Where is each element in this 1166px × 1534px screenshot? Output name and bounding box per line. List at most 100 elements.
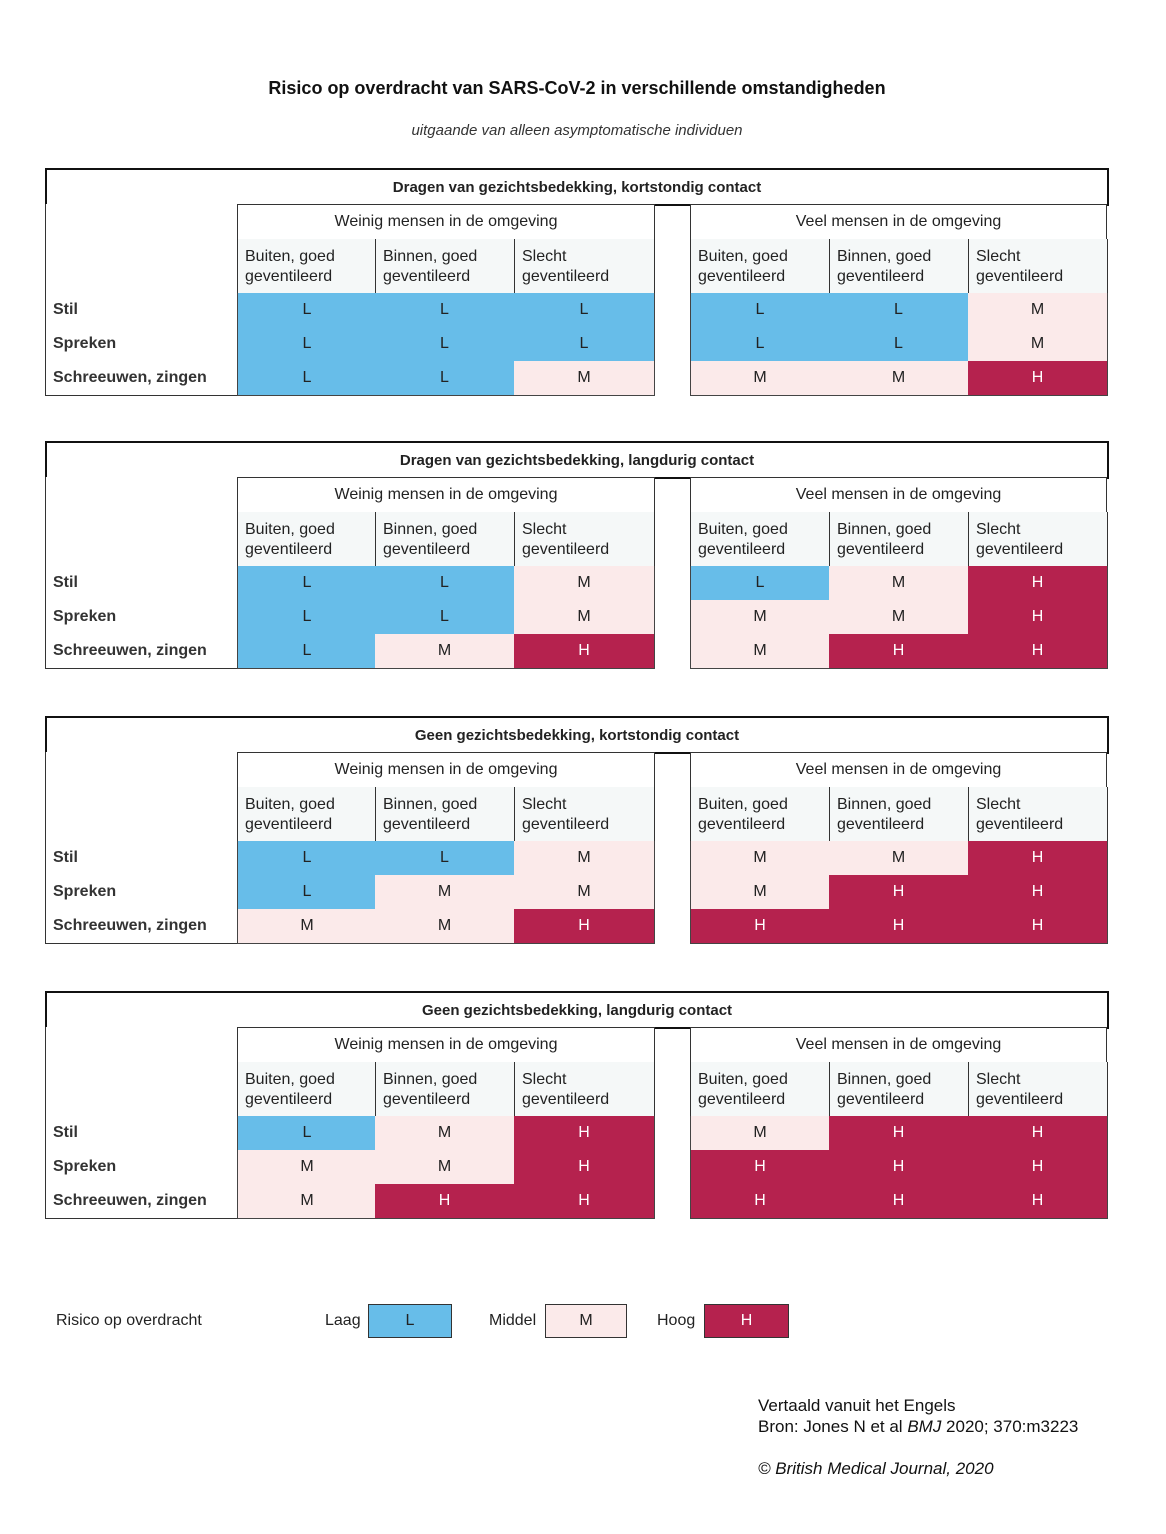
- risk-cell: L: [829, 327, 969, 362]
- risk-cell: L: [237, 361, 377, 396]
- source-translated: Vertaald vanuit het Engels: [758, 1396, 956, 1415]
- risk-cell: H: [829, 634, 969, 669]
- risk-cell: H: [690, 1184, 830, 1219]
- group-header: Veel mensen in de omgeving: [690, 477, 1107, 513]
- column-header: Binnen, goed geventileerd: [829, 787, 969, 842]
- column-header: Slecht geventileerd: [968, 1062, 1108, 1117]
- column-header: Buiten, goed geventileerd: [237, 1062, 377, 1117]
- table-title: Geen gezichtsbedekking, langdurig contac…: [45, 991, 1109, 1029]
- column-header: Binnen, goed geventileerd: [375, 1062, 515, 1117]
- group-header: Weinig mensen in de omgeving: [237, 1027, 655, 1063]
- legend-box-low: L: [368, 1304, 452, 1338]
- group-header: Veel mensen in de omgeving: [690, 1027, 1107, 1063]
- risk-cell: H: [968, 875, 1108, 910]
- risk-cell: L: [237, 566, 377, 601]
- risk-cell: L: [690, 327, 830, 362]
- risk-cell: M: [237, 1150, 377, 1185]
- risk-cell: H: [514, 1184, 655, 1219]
- row-header: Spreken: [45, 875, 238, 910]
- risk-cell: L: [514, 327, 655, 362]
- risk-cell: H: [514, 1150, 655, 1185]
- row-header: Stil: [45, 1116, 238, 1151]
- column-header: Binnen, goed geventileerd: [829, 1062, 969, 1117]
- risk-cell: M: [690, 1116, 830, 1151]
- risk-cell: M: [375, 909, 515, 944]
- legend-name-low: Laag: [325, 1312, 361, 1329]
- risk-cell: L: [237, 327, 377, 362]
- risk-cell: M: [829, 841, 969, 876]
- risk-cell: M: [690, 361, 830, 396]
- risk-cell: L: [237, 293, 377, 328]
- column-header: Buiten, goed geventileerd: [237, 787, 377, 842]
- risk-cell: H: [829, 875, 969, 910]
- source-citation: Bron: Jones N et al BMJ 2020; 370:m3223: [758, 1417, 1078, 1437]
- group-header: Weinig mensen in de omgeving: [237, 477, 655, 513]
- table-title: Geen gezichtsbedekking, kortstondig cont…: [45, 716, 1109, 754]
- risk-cell: H: [690, 1150, 830, 1185]
- risk-table: Dragen van gezichtsbedekking, kortstondi…: [45, 168, 1109, 398]
- risk-cell: L: [237, 600, 377, 635]
- column-header: Slecht geventileerd: [514, 787, 655, 842]
- row-header: Schreeuwen, zingen: [45, 1184, 238, 1219]
- risk-cell: M: [690, 600, 830, 635]
- group-header: Veel mensen in de omgeving: [690, 752, 1107, 788]
- risk-cell: H: [968, 1184, 1108, 1219]
- column-header: Buiten, goed geventileerd: [237, 512, 377, 567]
- risk-cell: M: [375, 1150, 515, 1185]
- risk-cell: L: [375, 841, 515, 876]
- risk-cell: M: [690, 634, 830, 669]
- risk-cell: L: [237, 1116, 377, 1151]
- legend-label: Risico op overdracht: [56, 1312, 202, 1329]
- risk-cell: M: [968, 293, 1108, 328]
- column-header: Buiten, goed geventileerd: [237, 239, 377, 294]
- risk-cell: H: [514, 1116, 655, 1151]
- risk-cell: M: [829, 361, 969, 396]
- risk-cell: H: [968, 841, 1108, 876]
- risk-cell: M: [237, 909, 377, 944]
- row-header: Stil: [45, 566, 238, 601]
- risk-cell: M: [514, 600, 655, 635]
- row-header: Stil: [45, 293, 238, 328]
- column-header: Slecht geventileerd: [968, 787, 1108, 842]
- risk-cell: L: [375, 293, 515, 328]
- row-header: Schreeuwen, zingen: [45, 909, 238, 944]
- risk-cell: L: [690, 566, 830, 601]
- risk-cell: L: [237, 875, 377, 910]
- table-title: Dragen van gezichtsbedekking, langdurig …: [45, 441, 1109, 479]
- column-header: Slecht geventileerd: [514, 512, 655, 567]
- risk-cell: H: [829, 1184, 969, 1219]
- row-header: Schreeuwen, zingen: [45, 634, 238, 669]
- risk-cell: M: [237, 1184, 377, 1219]
- risk-cell: M: [829, 566, 969, 601]
- table-corner: [45, 204, 238, 295]
- risk-cell: M: [375, 875, 515, 910]
- page-subtitle: uitgaande van alleen asymptomatische ind…: [411, 122, 743, 139]
- column-header: Binnen, goed geventileerd: [375, 787, 515, 842]
- risk-cell: M: [514, 875, 655, 910]
- column-header: Slecht geventileerd: [514, 1062, 655, 1117]
- risk-cell: H: [968, 1116, 1108, 1151]
- column-header: Buiten, goed geventileerd: [690, 787, 830, 842]
- risk-cell: H: [829, 1116, 969, 1151]
- table-corner: [45, 752, 238, 843]
- column-header: Slecht geventileerd: [968, 512, 1108, 567]
- legend: Risico op overdracht Laag L Middel M Hoo…: [0, 1304, 1166, 1338]
- column-header: Buiten, goed geventileerd: [690, 512, 830, 567]
- table-corner: [45, 1027, 238, 1118]
- risk-cell: L: [514, 293, 655, 328]
- group-header: Weinig mensen in de omgeving: [237, 204, 655, 240]
- column-header: Binnen, goed geventileerd: [375, 512, 515, 567]
- risk-cell: L: [690, 293, 830, 328]
- risk-cell: H: [968, 1150, 1108, 1185]
- risk-cell: H: [968, 600, 1108, 635]
- risk-cell: M: [514, 841, 655, 876]
- group-header: Veel mensen in de omgeving: [690, 204, 1107, 240]
- risk-cell: M: [690, 875, 830, 910]
- page-title: Risico op overdracht van SARS-CoV-2 in v…: [268, 78, 886, 98]
- risk-cell: L: [375, 361, 515, 396]
- column-header: Buiten, goed geventileerd: [690, 1062, 830, 1117]
- risk-table: Dragen van gezichtsbedekking, langdurig …: [45, 441, 1109, 671]
- risk-cell: M: [514, 361, 655, 396]
- risk-cell: H: [829, 1150, 969, 1185]
- risk-cell: H: [690, 909, 830, 944]
